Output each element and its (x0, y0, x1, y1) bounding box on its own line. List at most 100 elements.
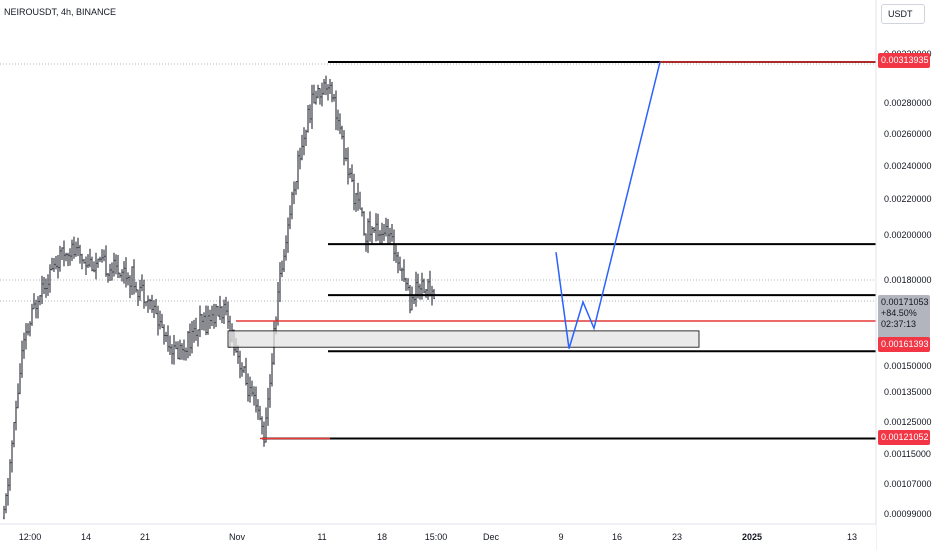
candle (103, 249, 105, 262)
candle (151, 294, 153, 313)
candle (395, 244, 397, 263)
candle (367, 218, 369, 254)
candle (33, 293, 35, 310)
candle (363, 211, 365, 236)
candle (349, 168, 351, 179)
candle (85, 256, 87, 276)
candle (97, 258, 99, 268)
demand-zone (227, 330, 700, 348)
candle (11, 440, 13, 473)
candle (201, 313, 203, 331)
candle (351, 164, 353, 183)
candle (407, 278, 409, 291)
time-tick-label: 13 (847, 532, 857, 542)
candle (73, 236, 75, 259)
candle (3, 505, 5, 520)
candle (195, 317, 197, 341)
candle (177, 341, 179, 360)
candle (209, 309, 211, 329)
candle (375, 213, 377, 242)
candle (337, 109, 339, 131)
time-tick-label: 9 (558, 532, 563, 542)
candle (125, 257, 127, 288)
price-tick-label: 0.00115000 (884, 449, 931, 459)
time-tick-label: 18 (377, 532, 387, 542)
candle (239, 350, 241, 379)
candle (359, 191, 361, 210)
candle (415, 271, 417, 307)
candle (269, 374, 271, 408)
last-price-tag-bg (878, 295, 930, 341)
candle (21, 340, 23, 378)
candle (303, 127, 305, 156)
candle (13, 422, 15, 448)
candle (191, 320, 193, 354)
candle (327, 84, 329, 101)
price-tick-label: 0.00099000 (884, 509, 932, 519)
candle (361, 207, 363, 217)
candle (187, 331, 189, 359)
candle (61, 247, 63, 260)
candle (261, 416, 263, 435)
candle (77, 237, 79, 257)
candle (433, 289, 435, 300)
candle (423, 278, 425, 294)
last-price-tag: 0.00171053+84.50%02:37:13 (878, 295, 930, 341)
candle (17, 383, 19, 409)
candle (341, 125, 343, 140)
candle (215, 304, 217, 328)
price-tick-label: 0.00240000 (884, 161, 932, 171)
candle (189, 323, 191, 357)
candle (101, 249, 103, 263)
candle (271, 353, 273, 387)
price-tick-label-hidden: 0.00150000 (884, 361, 932, 371)
candle (383, 224, 385, 241)
candle (213, 303, 215, 329)
symbol-title: NEIROUSDT, 4h, BINANCE (4, 7, 116, 17)
candlestick-series (3, 75, 435, 520)
candle (127, 272, 129, 286)
zone-top-price-tag-bg (878, 337, 930, 352)
time-tick-label: 21 (140, 532, 150, 542)
candle (79, 244, 81, 264)
candle (135, 281, 137, 293)
candle (37, 296, 39, 319)
candle (69, 248, 71, 266)
candle (163, 324, 165, 345)
candle (293, 181, 295, 205)
candle (123, 261, 125, 284)
candle (147, 295, 149, 313)
candle (31, 303, 33, 326)
candle (385, 217, 387, 237)
candle (315, 90, 317, 105)
candle (313, 84, 315, 104)
candle (121, 269, 123, 282)
candle (425, 288, 427, 298)
candle (81, 253, 83, 270)
candle (155, 298, 157, 315)
candle (183, 339, 185, 361)
time-axis[interactable]: 12:00 14 21 Nov 11 18 15:00 Dec 9 16 23 2025 13 (0, 523, 876, 550)
candle (397, 251, 399, 274)
candle (311, 84, 313, 129)
candle (7, 478, 9, 506)
low-price-tag: 0.00121052 (878, 430, 930, 445)
candle (373, 226, 375, 233)
price-axis[interactable]: 0.00280000 0.00260000 0.00240000 0.00220000… (875, 0, 932, 550)
candle (39, 294, 41, 306)
candle (119, 272, 121, 279)
candle (325, 75, 327, 96)
candle (241, 362, 243, 377)
candle (251, 380, 253, 397)
candle (9, 459, 11, 491)
candle (419, 283, 421, 300)
candle (65, 252, 67, 262)
time-tick-label: 12:00 (19, 532, 42, 542)
drawing-layer[interactable] (227, 61, 876, 440)
candle (93, 261, 95, 273)
currency-button[interactable]: USDT (881, 4, 925, 24)
candle (387, 218, 389, 245)
candle (307, 105, 309, 133)
candle (221, 306, 223, 324)
